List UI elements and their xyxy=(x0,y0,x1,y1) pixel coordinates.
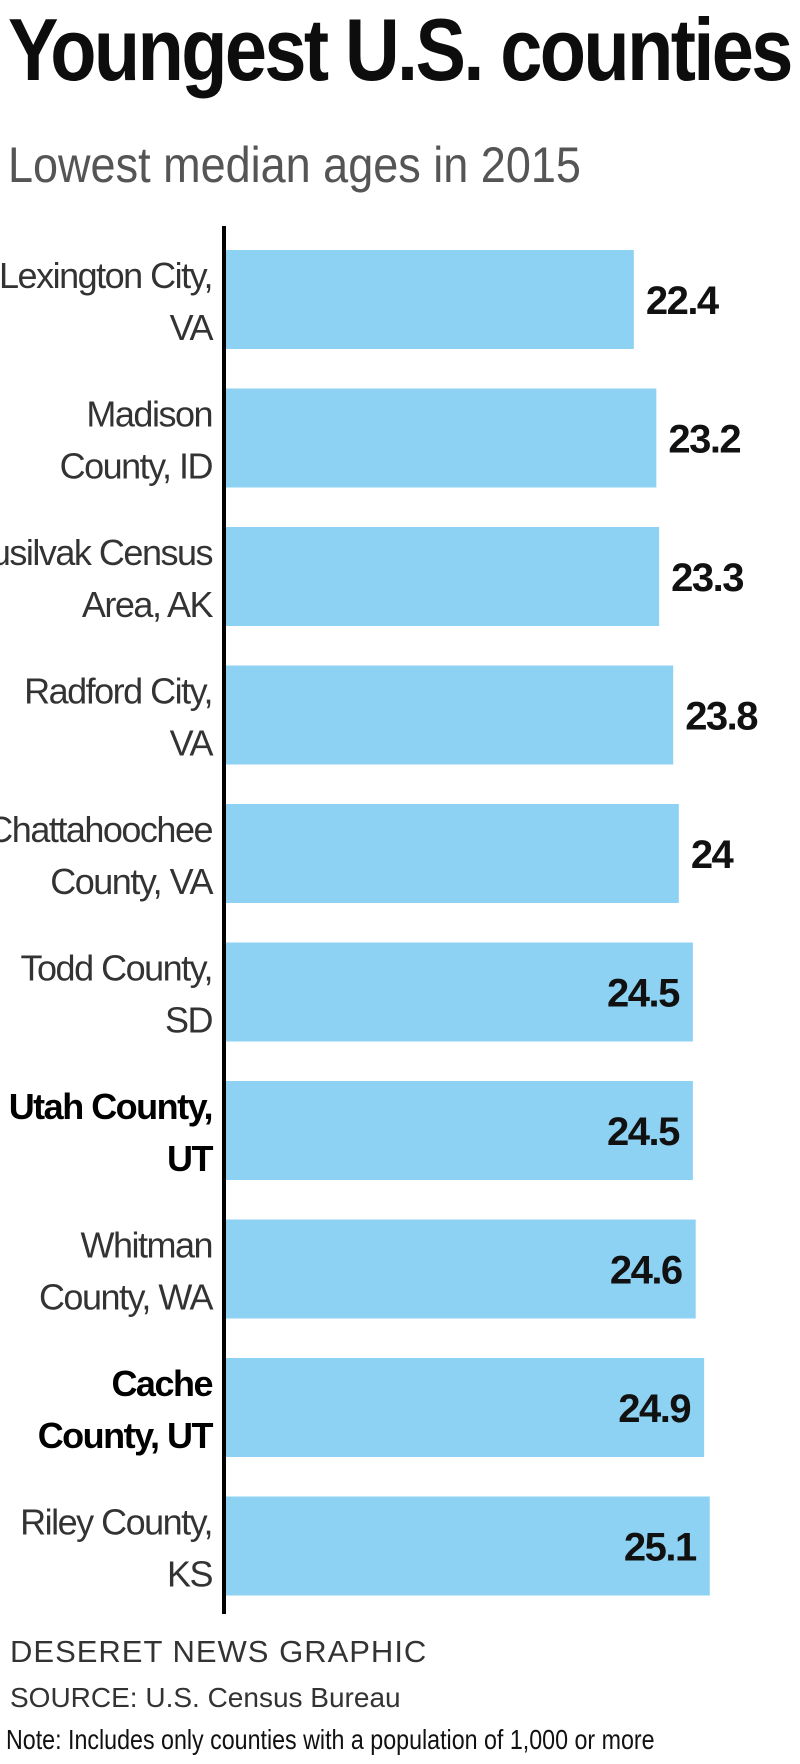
category-label: County, UT xyxy=(38,1415,214,1456)
bar xyxy=(224,250,634,349)
category-label: VA xyxy=(170,723,214,764)
category-label: Lexington City, xyxy=(0,255,212,296)
bar xyxy=(224,665,674,765)
bar xyxy=(224,1496,710,1596)
category-label: Chattahoochee xyxy=(0,809,212,850)
value-label: 24.6 xyxy=(610,1249,682,1293)
chart-title: Youngest U.S. counties xyxy=(8,0,793,99)
bar-chart: Lexington City, VA 22.4 Madison County, ID 23… xyxy=(0,226,760,1614)
graphic-credit: DESERET NEWS GRAPHIC xyxy=(10,1634,428,1669)
category-label: Kusilvak Census xyxy=(0,532,212,573)
value-label: 24 xyxy=(691,833,735,877)
value-label: 23.3 xyxy=(671,556,743,600)
value-label: 24.9 xyxy=(618,1387,690,1431)
category-label: Todd County, xyxy=(21,948,212,989)
category-label: County, VA xyxy=(50,861,213,902)
source-note: SOURCE: U.S. Census Bureau xyxy=(10,1682,401,1713)
value-label: 23.2 xyxy=(668,418,740,462)
category-label: County, ID xyxy=(60,446,213,487)
bar xyxy=(224,1081,693,1180)
category-label: Area, AK xyxy=(82,584,214,625)
category-label: Madison xyxy=(86,394,212,435)
category-label: Cache xyxy=(111,1363,212,1404)
bar xyxy=(224,527,660,626)
category-label: Radford City, xyxy=(24,671,212,712)
category-label: KS xyxy=(167,1554,213,1595)
bar xyxy=(224,388,657,488)
category-label: UT xyxy=(167,1138,213,1179)
category-label: Riley County, xyxy=(20,1502,212,1543)
bar xyxy=(224,1219,696,1319)
value-label: 23.8 xyxy=(685,695,758,739)
bar xyxy=(224,1358,705,1457)
category-label: Utah County, xyxy=(9,1086,212,1127)
value-label: 22.4 xyxy=(646,279,720,323)
category-label: VA xyxy=(170,307,214,348)
category-label: SD xyxy=(165,1000,213,1041)
category-label: County, WA xyxy=(39,1277,214,1318)
bar xyxy=(224,804,679,903)
chart-subtitle: Lowest median ages in 2015 xyxy=(8,137,581,193)
category-label: Whitman xyxy=(80,1225,212,1266)
bar xyxy=(224,942,693,1042)
population-note: Note: Includes only counties with a popu… xyxy=(6,1724,655,1755)
value-label: 24.5 xyxy=(607,972,680,1016)
value-label: 25.1 xyxy=(624,1526,697,1570)
value-label: 24.5 xyxy=(607,1110,680,1154)
